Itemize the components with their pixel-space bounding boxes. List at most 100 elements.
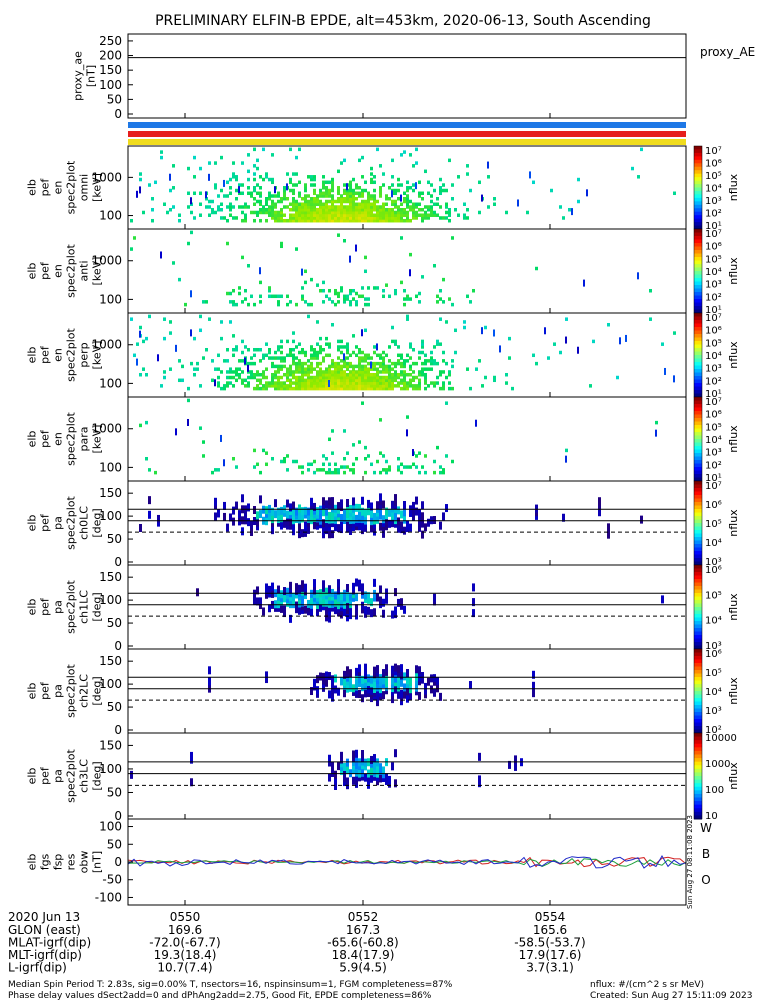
- spectrogram-speck: [412, 449, 414, 457]
- spectrogram-cell: [226, 241, 229, 246]
- spectrogram-cell: [400, 353, 403, 358]
- panel-2-cbar-cell: [694, 302, 702, 307]
- spectrogram-cell: [406, 199, 409, 204]
- pa-cell: [307, 525, 310, 534]
- spectrogram-cell: [403, 370, 406, 374]
- spectrogram-cell: [283, 205, 286, 209]
- spectrogram-cell: [349, 386, 352, 391]
- spectrogram-cell: [193, 216, 196, 220]
- spectrogram-cell: [493, 202, 496, 206]
- spectrogram-cell: [331, 386, 334, 391]
- spectrogram-cell: [433, 359, 436, 363]
- spectrogram-cell: [457, 213, 460, 217]
- spectrogram-cell: [352, 378, 355, 383]
- spectrogram-cell: [445, 202, 448, 206]
- spectrogram-cell: [415, 147, 418, 152]
- spectrogram-cell: [373, 188, 376, 193]
- spectrogram-cell: [349, 375, 352, 380]
- spectrogram-cell: [340, 161, 343, 165]
- spectrogram-speck: [637, 272, 639, 280]
- pa-cell: [346, 524, 349, 533]
- panel-3-cbar-cell: [694, 383, 702, 387]
- spectrogram-cell: [421, 191, 424, 196]
- panel-2-ylabel-5: [keV]: [91, 257, 104, 286]
- panel-2-cbar-cell: [694, 253, 702, 258]
- spectrogram-cell: [304, 186, 307, 190]
- spectrogram-cell: [382, 356, 385, 360]
- spectrogram-cell: [397, 456, 400, 461]
- spectrogram-cell: [241, 183, 244, 187]
- spectrogram-cell: [367, 454, 370, 458]
- spectrogram-cell: [442, 350, 445, 355]
- spectrogram-cell: [385, 207, 388, 212]
- spectrogram-cell: [412, 164, 415, 168]
- pa-cell: [394, 512, 397, 521]
- pa-cell: [310, 608, 313, 617]
- spectrogram-cell: [364, 470, 367, 475]
- spectrogram-cell: [358, 210, 361, 215]
- pa-cell: [361, 675, 364, 684]
- spectrogram-cell: [280, 350, 283, 355]
- spectrogram-cell: [298, 381, 301, 385]
- spectrogram-cell: [295, 375, 298, 380]
- spectrogram-cell: [322, 175, 325, 179]
- panel-2-ylabel-4: anti: [78, 260, 91, 281]
- spectrogram-cell: [262, 207, 265, 212]
- spectrogram-cell: [424, 361, 427, 366]
- spectrogram-cell: [394, 378, 397, 383]
- spectrogram-cell: [334, 381, 337, 385]
- spectrogram-cell: [391, 199, 394, 204]
- spectrogram-cell: [298, 180, 301, 185]
- spectrogram-cell: [442, 359, 445, 363]
- spectrogram-cell: [211, 199, 214, 204]
- spectrogram-cell: [322, 375, 325, 380]
- pa-cell: [406, 687, 409, 696]
- spectrogram-cell: [418, 300, 421, 304]
- pa-cell: [361, 750, 364, 759]
- spectrogram-cell: [187, 205, 190, 209]
- pa-cell: [385, 507, 388, 516]
- spectrogram-speck: [244, 357, 246, 365]
- spectrogram-cell: [322, 202, 325, 206]
- spectrogram-cell: [295, 384, 298, 388]
- panel-1-cbar-cell: [694, 201, 702, 206]
- spectrogram-cell: [412, 370, 415, 374]
- spectrogram-cell: [244, 378, 247, 383]
- spectrogram-cell: [367, 378, 370, 383]
- pa-cell: [388, 519, 391, 528]
- pa-cell: [310, 497, 313, 506]
- pa-cell: [436, 676, 439, 685]
- spectrogram-cell: [418, 291, 421, 296]
- pa-cell: [379, 585, 382, 594]
- pa-cell: [286, 587, 289, 596]
- panel-9-ytick-2: 0: [114, 855, 122, 869]
- spectrogram-cell: [172, 186, 175, 190]
- spectrogram-cell: [328, 370, 331, 374]
- pa-cell: [373, 666, 376, 675]
- spectrogram-cell: [355, 300, 358, 304]
- spectrogram-cell: [304, 353, 307, 358]
- panel-5-cbar-cell: [694, 540, 702, 545]
- spectrogram-speck: [619, 337, 621, 345]
- spectrogram-cell: [340, 202, 343, 206]
- spectrogram-cell: [361, 175, 364, 179]
- spectrogram-cell: [355, 370, 358, 374]
- spectrogram-cell: [349, 364, 352, 369]
- spectrogram-cell: [388, 294, 391, 299]
- pa-cell: [334, 591, 337, 600]
- spectrogram-cell: [355, 183, 358, 187]
- panel-8-pa-spectrogram: [130, 749, 523, 790]
- panel-3-cbar-cell: [694, 362, 702, 366]
- spectrogram-cell: [403, 375, 406, 380]
- spectrogram-cell: [286, 370, 289, 374]
- pa-cell: [208, 666, 211, 675]
- spectrogram-cell: [535, 266, 538, 271]
- spectrogram-cell: [193, 367, 196, 371]
- spectrogram-cell: [256, 158, 259, 163]
- spectrogram-cell: [388, 381, 391, 385]
- panel-6-cbar-tick-3: 10³: [705, 641, 722, 652]
- spectrogram-cell: [379, 164, 382, 168]
- spectrogram-cell: [253, 386, 256, 391]
- pa-cell: [280, 604, 283, 613]
- pa-cell: [304, 583, 307, 592]
